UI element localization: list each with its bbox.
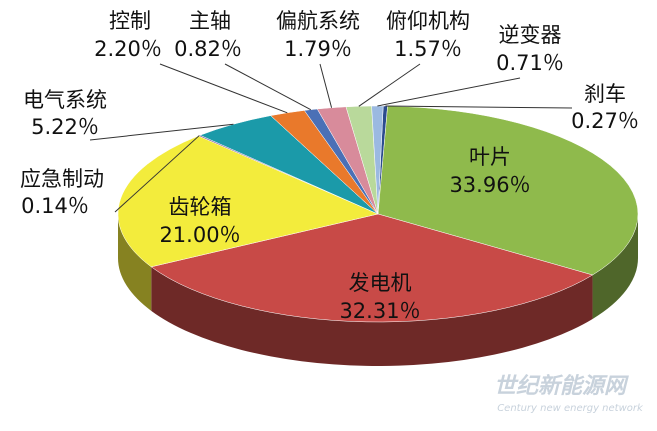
value-label: 0.14％ [21, 194, 89, 218]
value-label: 21.00％ [159, 223, 240, 247]
slice-side [118, 214, 152, 311]
leader-line [385, 105, 573, 109]
leader-line [159, 63, 288, 114]
value-label: 32.31％ [339, 299, 420, 323]
category-label: 电气系统 [23, 88, 107, 112]
value-label: 1.79％ [284, 37, 352, 61]
value-label: 33.96％ [449, 173, 530, 197]
slice [150, 213, 594, 323]
value-label: 2.20％ [94, 37, 162, 61]
slice-side [592, 214, 638, 319]
category-label: 俯仰机构 [386, 9, 470, 33]
category-label: 刹车 [584, 82, 626, 106]
leader-line [224, 63, 312, 111]
leader-line [319, 63, 333, 108]
category-label: 应急制动 [20, 167, 104, 191]
leader-line [114, 135, 200, 213]
slice [117, 135, 379, 268]
value-label: 5.22％ [31, 115, 99, 139]
watermark-sub: Century new energy network [497, 403, 644, 414]
category-label: 逆变器 [499, 23, 562, 47]
leader-line [358, 63, 421, 107]
value-label: 1.57％ [394, 37, 462, 61]
slice [377, 105, 639, 276]
category-label: 控制 [109, 9, 151, 33]
category-label: 偏航系统 [276, 9, 360, 33]
value-label: 0.71％ [496, 51, 564, 75]
watermark: 世纪新能源网 [494, 373, 629, 399]
value-label: 0.27％ [571, 109, 639, 133]
category-label: 发电机 [349, 271, 412, 295]
value-label: 0.82％ [174, 37, 242, 61]
slice-side [151, 266, 593, 367]
leader-line [377, 77, 521, 107]
category-label: 叶片 [469, 145, 511, 169]
leader-line [89, 123, 234, 141]
category-label: 齿轮箱 [169, 195, 232, 219]
category-label: 主轴 [189, 9, 231, 33]
